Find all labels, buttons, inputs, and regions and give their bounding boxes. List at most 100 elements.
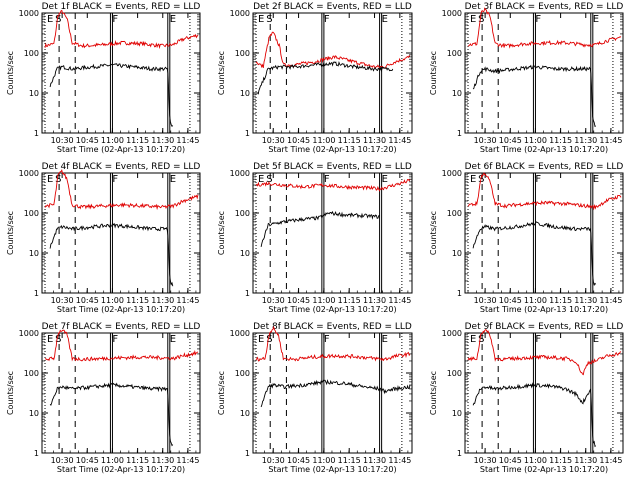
marker-label-s: S bbox=[478, 14, 484, 25]
y-tick-label: 1000 bbox=[230, 9, 250, 18]
plot-frame bbox=[41, 332, 201, 454]
plot-frame bbox=[464, 172, 624, 294]
marker-label-e: E bbox=[382, 174, 388, 185]
y-tick-label: 1 bbox=[34, 129, 39, 138]
x-tick-label: 11:30 bbox=[151, 136, 174, 145]
y-tick-label: 100 bbox=[24, 369, 39, 378]
marker-label-f: F bbox=[535, 14, 541, 25]
marker-label-e: E bbox=[382, 334, 388, 345]
series-line-lld bbox=[44, 9, 199, 50]
y-axis-label: Counts/sec bbox=[217, 211, 226, 255]
x-tick-label: 10:45 bbox=[499, 296, 522, 305]
series-line-events bbox=[260, 210, 380, 247]
marker-label-s: S bbox=[266, 174, 272, 185]
chart-panel-4: Det 4f BLACK = Events, RED = LLD 1 10 100 10… bbox=[6, 162, 201, 314]
x-axis-label: Start Time (02-Apr-13 10:17:20) bbox=[268, 465, 396, 474]
x-tick-label: 11:00 bbox=[524, 296, 547, 305]
x-tick-label: 11:45 bbox=[599, 136, 622, 145]
x-tick-label: 11:15 bbox=[338, 136, 361, 145]
marker-label-e: E bbox=[170, 14, 176, 25]
x-tick-label: 11:15 bbox=[549, 136, 572, 145]
plot-frame bbox=[41, 172, 201, 294]
series-line-events bbox=[472, 382, 597, 448]
marker-label-e: E bbox=[470, 14, 476, 25]
chart-title: Det 9f BLACK = Events, RED = LLD bbox=[465, 322, 624, 332]
y-tick-label: 100 bbox=[447, 209, 462, 218]
y-axis-label: Counts/sec bbox=[429, 371, 438, 415]
chart-panel-9: Det 9f BLACK = Events, RED = LLD 1 10 100 10… bbox=[429, 322, 624, 474]
plot-frame bbox=[252, 12, 413, 134]
x-tick-label: 11:00 bbox=[101, 456, 124, 465]
series-line-events bbox=[49, 382, 174, 447]
y-tick-label: 10 bbox=[29, 89, 39, 98]
chart-title: Det 4f BLACK = Events, RED = LLD bbox=[42, 162, 201, 172]
x-tick-label: 11:45 bbox=[599, 456, 622, 465]
y-tick-label: 10 bbox=[452, 249, 462, 258]
plot-frame bbox=[464, 332, 624, 454]
chart-title: Det 2f BLACK = Events, RED = LLD bbox=[253, 2, 412, 12]
x-tick-label: 11:45 bbox=[388, 456, 411, 465]
y-tick-label: 10 bbox=[29, 249, 39, 258]
y-tick-label: 100 bbox=[447, 49, 462, 58]
y-tick-label: 1 bbox=[34, 449, 39, 458]
y-tick-label: 100 bbox=[24, 209, 39, 218]
y-tick-label: 10 bbox=[29, 409, 39, 418]
series-line-lld bbox=[255, 325, 411, 362]
x-tick-label: 10:45 bbox=[287, 296, 310, 305]
plot-frame bbox=[252, 172, 413, 294]
series-line-lld bbox=[44, 169, 199, 211]
chart-title: Det 3f BLACK = Events, RED = LLD bbox=[465, 2, 624, 12]
y-axis-label: Counts/sec bbox=[217, 371, 226, 415]
chart-title: Det 5f BLACK = Events, RED = LLD bbox=[253, 162, 412, 172]
x-tick-label: 10:45 bbox=[76, 296, 99, 305]
marker-label-s: S bbox=[478, 334, 484, 345]
plot-frame bbox=[252, 332, 413, 454]
series-line-lld bbox=[44, 329, 199, 362]
y-tick-label: 10 bbox=[240, 249, 250, 258]
series-line-events bbox=[472, 64, 597, 128]
x-tick-label: 11:00 bbox=[101, 136, 124, 145]
marker-label-e: E bbox=[47, 14, 53, 25]
marker-label-f: F bbox=[112, 334, 118, 345]
chart-panel-8: Det 8f BLACK = Events, RED = LLD 1 10 100 10… bbox=[217, 322, 413, 474]
x-tick-label: 11:15 bbox=[126, 456, 149, 465]
marker-label-e: E bbox=[258, 14, 264, 25]
y-tick-label: 1 bbox=[245, 289, 250, 298]
marker-label-e: E bbox=[593, 334, 599, 345]
marker-label-f: F bbox=[535, 334, 541, 345]
chart-panel-1: Det 1f BLACK = Events, RED = LLD 1 10 100 10… bbox=[6, 2, 201, 154]
marker-label-f: F bbox=[112, 174, 118, 185]
marker-label-f: F bbox=[324, 334, 330, 345]
marker-label-s: S bbox=[266, 334, 272, 345]
series-line-events bbox=[260, 379, 411, 408]
x-axis-label: Start Time (02-Apr-13 10:17:20) bbox=[57, 305, 185, 314]
y-axis-label: Counts/sec bbox=[6, 51, 15, 95]
y-tick-label: 1 bbox=[245, 129, 250, 138]
series-line-events bbox=[257, 61, 394, 95]
x-tick-label: 11:15 bbox=[126, 296, 149, 305]
marker-label-e: E bbox=[47, 174, 53, 185]
series-line-events bbox=[472, 221, 597, 287]
x-tick-label: 11:15 bbox=[338, 296, 361, 305]
x-tick-label: 11:30 bbox=[151, 456, 174, 465]
x-tick-label: 10:30 bbox=[474, 136, 497, 145]
series-line-events bbox=[49, 63, 174, 128]
y-tick-label: 100 bbox=[447, 369, 462, 378]
x-axis-label: Start Time (02-Apr-13 10:17:20) bbox=[480, 145, 608, 154]
x-tick-label: 10:30 bbox=[262, 136, 285, 145]
marker-label-s: S bbox=[266, 14, 272, 25]
x-tick-label: 11:00 bbox=[312, 456, 335, 465]
x-axis-label: Start Time (02-Apr-13 10:17:20) bbox=[268, 145, 396, 154]
x-tick-label: 10:45 bbox=[76, 456, 99, 465]
x-tick-label: 11:45 bbox=[599, 296, 622, 305]
x-tick-label: 10:45 bbox=[499, 456, 522, 465]
marker-label-e: E bbox=[593, 174, 599, 185]
x-tick-label: 11:30 bbox=[363, 136, 386, 145]
x-tick-label: 10:45 bbox=[287, 136, 310, 145]
x-tick-label: 11:15 bbox=[549, 456, 572, 465]
x-tick-label: 11:30 bbox=[574, 136, 597, 145]
chart-title: Det 8f BLACK = Events, RED = LLD bbox=[253, 322, 412, 332]
plot-frame bbox=[464, 12, 624, 134]
marker-label-e: E bbox=[258, 334, 264, 345]
